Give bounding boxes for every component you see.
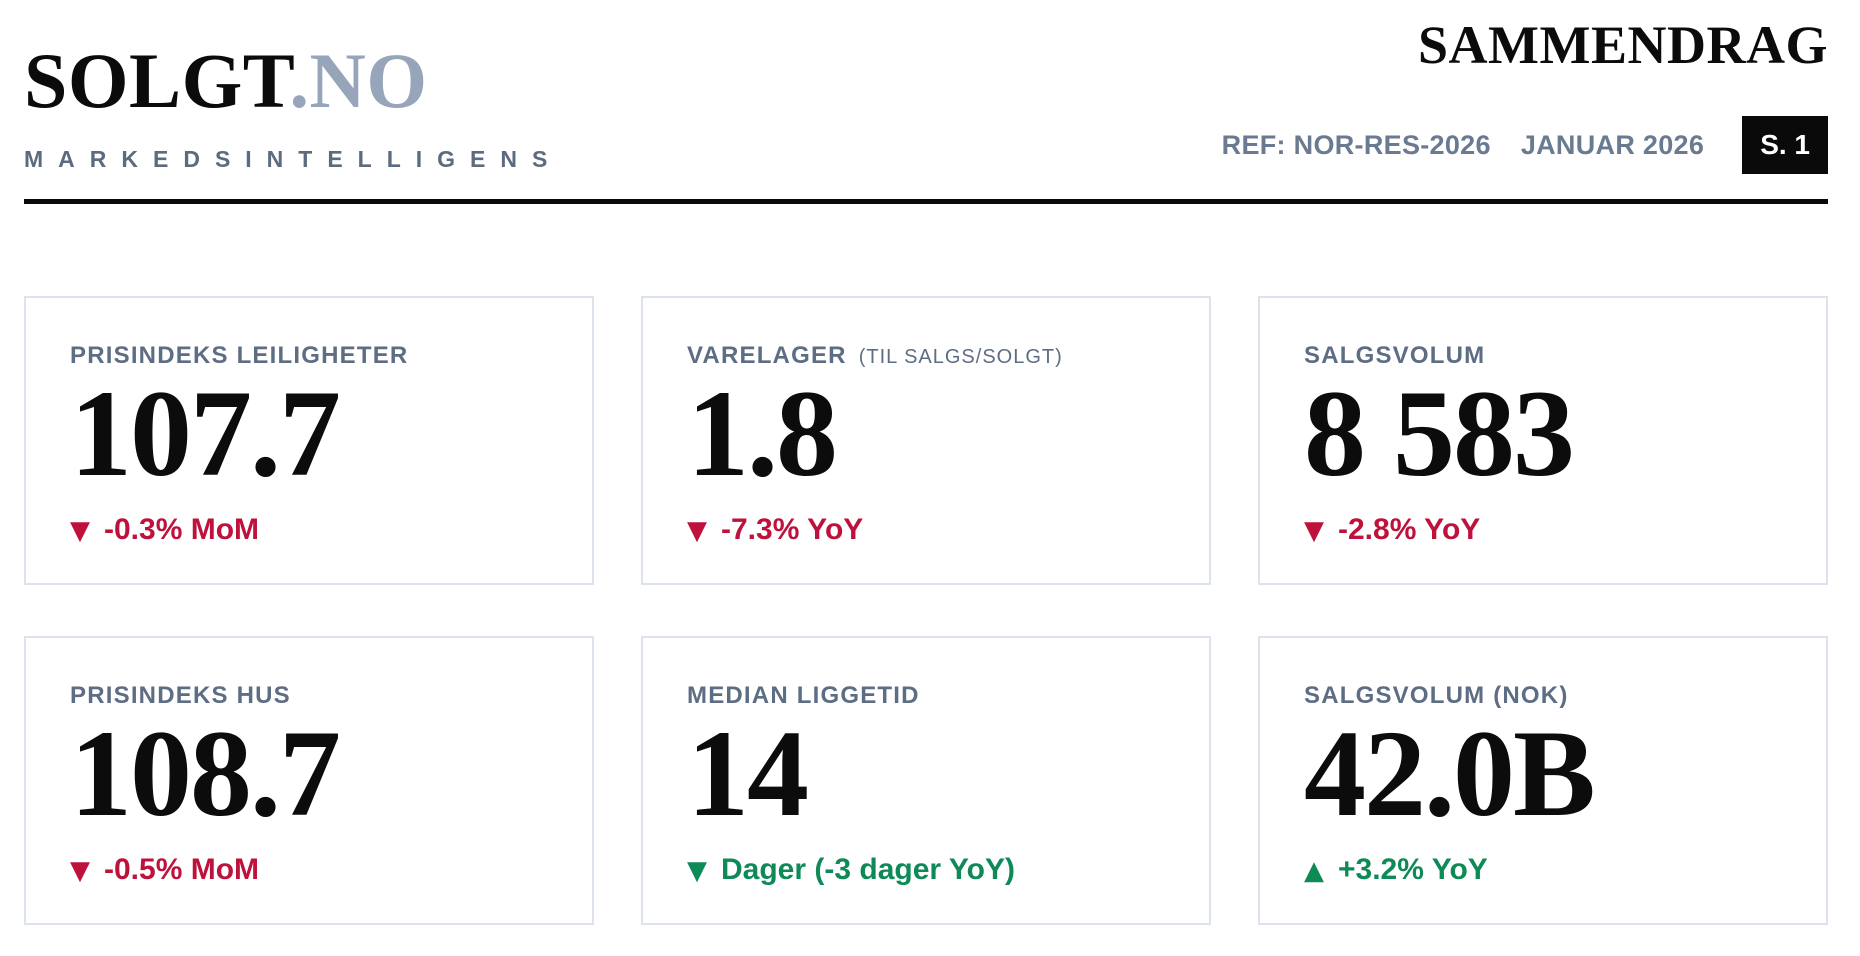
kpi-label: PRISINDEKS HUS	[70, 682, 291, 709]
kpi-card-prisindeks-leiligheter: PRISINDEKS LEILIGHETER 107.7 ▼ -0.3% MoM	[24, 296, 594, 585]
kpi-delta: ▲ +3.2% YoY	[1304, 853, 1782, 887]
kpi-label: VARELAGER	[687, 342, 847, 369]
kpi-value: 108.7	[70, 705, 341, 842]
kpi-grid: PRISINDEKS LEILIGHETER 107.7 ▼ -0.3% MoM…	[24, 296, 1828, 925]
kpi-card-salgsvolum-nok: SALGSVOLUM (NOK) 42.0B ▲ +3.2% YoY	[1258, 636, 1828, 925]
kpi-delta-text: -0.3% MoM	[104, 513, 260, 547]
kpi-card-salgsvolum: SALGSVOLUM 8 583 ▼ -2.8% YoY	[1258, 296, 1828, 585]
header-right: SAMMENDRAG REF: NOR-RES-2026 JANUAR 2026…	[1222, 0, 1828, 174]
kpi-label-row: VARELAGER (TIL SALGS/SOLGT)	[687, 342, 1165, 370]
down-triangle-icon: ▼	[70, 516, 90, 547]
kpi-delta-text: -7.3% YoY	[721, 513, 864, 547]
brand-tagline: MARKEDSINTELLIGENS	[24, 146, 563, 172]
kpi-value: 8 583	[1304, 365, 1575, 502]
kpi-card-prisindeks-hus: PRISINDEKS HUS 108.7 ▼ -0.5% MoM	[24, 636, 594, 925]
meta-row: REF: NOR-RES-2026 JANUAR 2026 S. 1	[1222, 116, 1828, 174]
report-header: SOLGT.NO MARKEDSINTELLIGENS SAMMENDRAG R…	[24, 0, 1828, 174]
kpi-label-row: PRISINDEKS LEILIGHETER	[70, 342, 548, 370]
kpi-delta: ▼ -7.3% YoY	[687, 513, 1165, 547]
brand-primary: SOLGT	[24, 37, 290, 124]
kpi-label: SALGSVOLUM (NOK)	[1304, 682, 1569, 709]
kpi-delta: ▼ -0.3% MoM	[70, 513, 548, 547]
page-number-badge: S. 1	[1742, 116, 1828, 174]
brand-suffix: .NO	[289, 37, 428, 124]
kpi-delta: ▼ -0.5% MoM	[70, 853, 548, 887]
down-triangle-icon: ▼	[1304, 516, 1324, 547]
kpi-card-varelager: VARELAGER (TIL SALGS/SOLGT) 1.8 ▼ -7.3% …	[641, 296, 1211, 585]
kpi-value: 14	[687, 705, 809, 842]
period-label: JANUAR 2026	[1520, 129, 1705, 160]
kpi-delta-text: -0.5% MoM	[104, 853, 260, 887]
kpi-delta-text: Dager (-3 dager YoY)	[721, 853, 1015, 887]
kpi-delta-text: +3.2% YoY	[1338, 853, 1488, 887]
kpi-value: 1.8	[687, 365, 838, 502]
page-title: SAMMENDRAG	[1418, 15, 1828, 75]
kpi-delta: ▼ -2.8% YoY	[1304, 513, 1782, 547]
brand-block: SOLGT.NO MARKEDSINTELLIGENS	[24, 0, 562, 173]
header-divider	[24, 199, 1828, 204]
up-triangle-icon: ▲	[1304, 856, 1324, 887]
ref-label: REF: NOR-RES-2026	[1221, 129, 1491, 160]
kpi-label: PRISINDEKS LEILIGHETER	[70, 342, 409, 369]
kpi-label-row: SALGSVOLUM (NOK)	[1304, 682, 1782, 710]
kpi-delta-text: -2.8% YoY	[1338, 513, 1481, 547]
kpi-label: MEDIAN LIGGETID	[687, 682, 920, 709]
kpi-label-row: MEDIAN LIGGETID	[687, 682, 1165, 710]
kpi-card-median-liggetid: MEDIAN LIGGETID 14 ▼ Dager (-3 dager YoY…	[641, 636, 1211, 925]
kpi-value: 42.0B	[1304, 705, 1596, 842]
kpi-label-row: SALGSVOLUM	[1304, 342, 1782, 370]
down-triangle-icon: ▼	[687, 856, 707, 887]
kpi-value: 107.7	[70, 365, 341, 502]
kpi-label-row: PRISINDEKS HUS	[70, 682, 548, 710]
brand-logo: SOLGT.NO	[24, 42, 562, 120]
kpi-sublabel: (TIL SALGS/SOLGT)	[858, 346, 1063, 368]
down-triangle-icon: ▼	[70, 856, 90, 887]
down-triangle-icon: ▼	[687, 516, 707, 547]
kpi-delta: ▼ Dager (-3 dager YoY)	[687, 853, 1165, 887]
meta-text: REF: NOR-RES-2026 JANUAR 2026	[1222, 130, 1705, 161]
kpi-label: SALGSVOLUM	[1304, 342, 1486, 369]
